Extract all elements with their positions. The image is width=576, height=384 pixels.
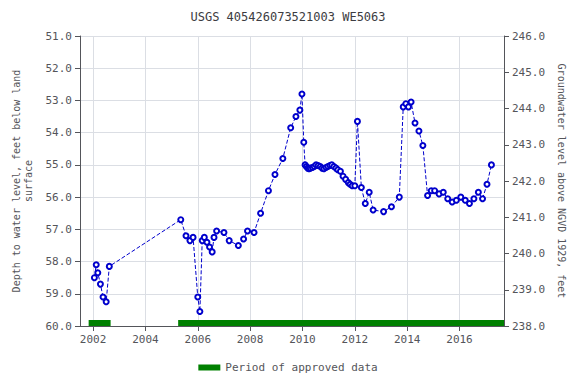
svg-text:246.0: 246.0 (512, 30, 545, 43)
svg-text:56.0: 56.0 (46, 191, 73, 204)
svg-text:60.0: 60.0 (46, 320, 73, 333)
svg-text:Depth to water level, feet bel: Depth to water level, feet below land (11, 70, 22, 293)
svg-text:USGS 405426073521003 WE5063: USGS 405426073521003 WE5063 (190, 10, 385, 24)
svg-text:2010: 2010 (289, 333, 316, 346)
svg-text:2002: 2002 (80, 333, 107, 346)
svg-text:240.0: 240.0 (512, 247, 545, 260)
svg-text:Period of approved data: Period of approved data (225, 361, 377, 374)
svg-text:243.0: 243.0 (512, 138, 545, 151)
svg-text:2016: 2016 (446, 333, 473, 346)
svg-text:2006: 2006 (185, 333, 212, 346)
svg-text:2004: 2004 (132, 333, 159, 346)
svg-text:59.0: 59.0 (46, 287, 73, 300)
svg-text:55.0: 55.0 (46, 158, 73, 171)
svg-text:238.0: 238.0 (512, 320, 545, 333)
svg-text:51.0: 51.0 (46, 30, 73, 43)
svg-text:239.0: 239.0 (512, 283, 545, 296)
svg-text:2008: 2008 (237, 333, 264, 346)
svg-text:244.0: 244.0 (512, 102, 545, 115)
svg-text:58.0: 58.0 (46, 255, 73, 268)
svg-text:242.0: 242.0 (512, 175, 545, 188)
svg-text:2014: 2014 (394, 333, 421, 346)
svg-text:2012: 2012 (342, 333, 369, 346)
svg-text:54.0: 54.0 (46, 126, 73, 139)
svg-text:245.0: 245.0 (512, 66, 545, 79)
svg-text:241.0: 241.0 (512, 211, 545, 224)
svg-text:53.0: 53.0 (46, 94, 73, 107)
svg-text:52.0: 52.0 (46, 62, 73, 75)
svg-text:surface: surface (23, 160, 34, 202)
svg-text:57.0: 57.0 (46, 223, 73, 236)
svg-text:Groundwater level above NGVD 1: Groundwater level above NGVD 1929, feet (556, 64, 567, 299)
